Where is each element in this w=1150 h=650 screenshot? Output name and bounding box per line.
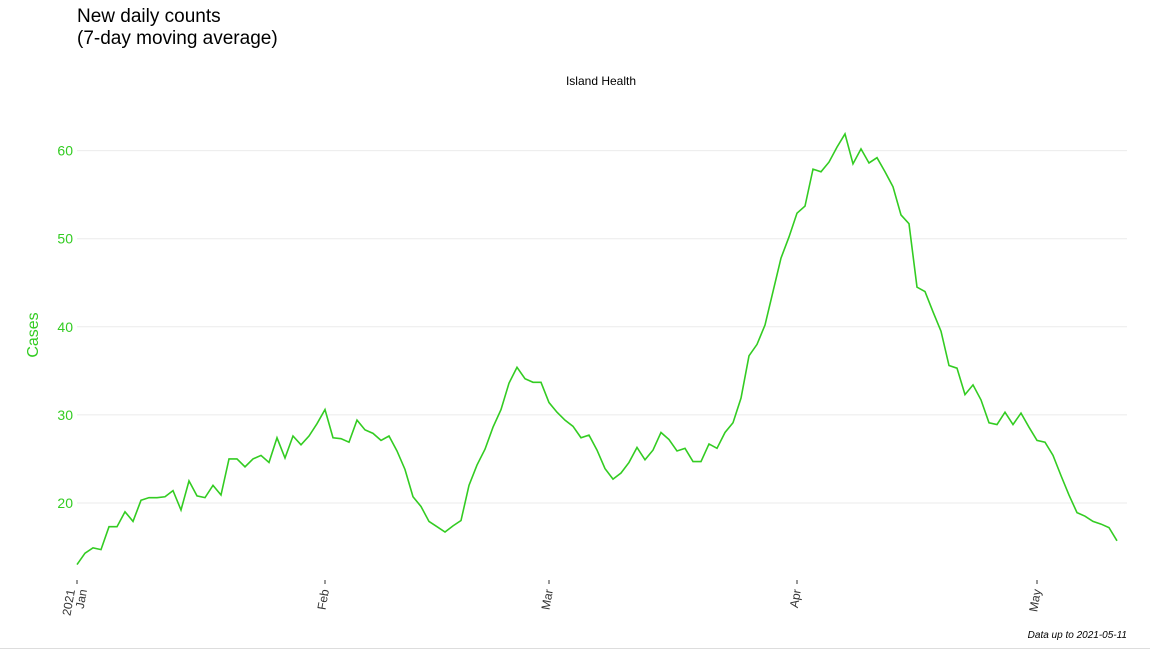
y-tick-label: 30	[57, 407, 73, 423]
y-axis-label: Cases	[25, 312, 42, 357]
bottom-divider	[0, 648, 1150, 649]
y-tick-label: 20	[57, 495, 73, 511]
grid-lines	[77, 150, 1127, 504]
x-tick-label: 2021	[60, 588, 78, 617]
chart-title-line-2: (7-day moving average)	[77, 28, 278, 49]
data-date-caption: Data up to 2021-05-11	[1027, 630, 1127, 641]
x-tick-label: Feb	[315, 588, 332, 611]
y-tick-label: 50	[57, 231, 73, 247]
chart-title: New daily counts (7-day moving average)	[77, 6, 278, 50]
x-tick-label: Mar	[539, 588, 556, 611]
x-tick-label: May	[1026, 588, 1044, 613]
series-line-island-health	[76, 131, 1118, 566]
x-tick-label: Jan	[73, 588, 90, 609]
y-axis-ticks: 20 30 40 50 60	[57, 143, 73, 511]
y-tick-label: 60	[57, 143, 73, 159]
chart-title-line-1: New daily counts	[77, 6, 221, 27]
x-tick-label: Apr	[787, 588, 804, 609]
y-tick-label: 40	[57, 319, 73, 335]
chart-subtitle: Island Health	[566, 74, 636, 88]
